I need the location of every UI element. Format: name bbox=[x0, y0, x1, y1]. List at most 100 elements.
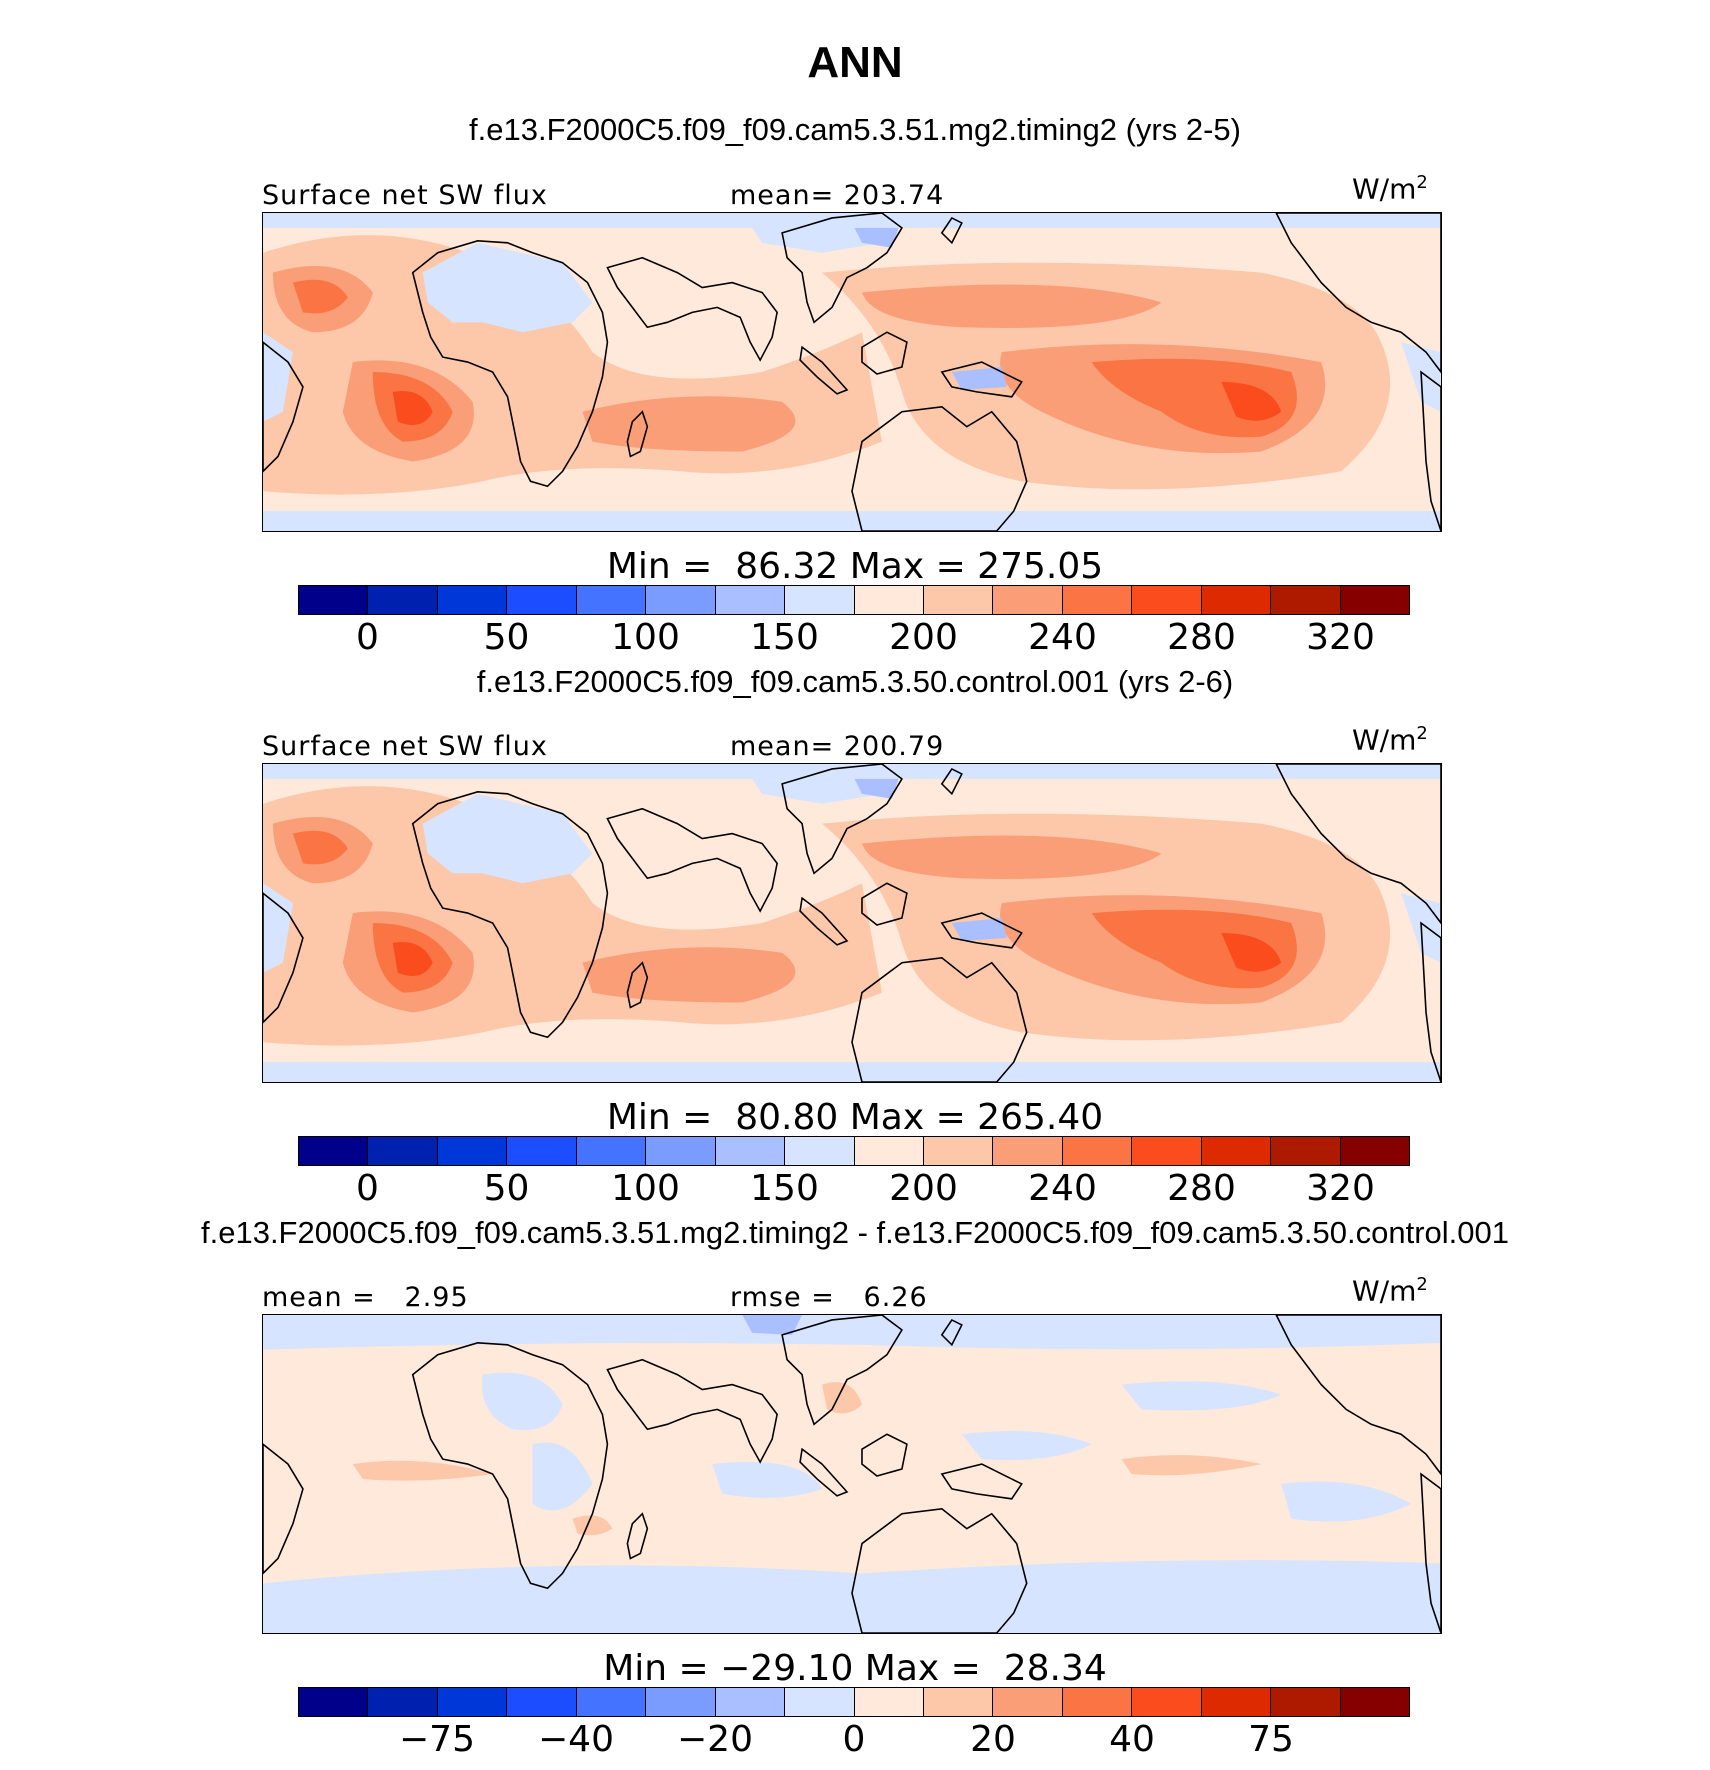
coastline bbox=[1420, 1472, 1441, 1633]
colorbar-swatch bbox=[993, 586, 1063, 614]
colorbar-tick-label: 240 bbox=[1028, 617, 1097, 658]
panel-1-variable-label: Surface net SW flux bbox=[262, 180, 548, 211]
coastline bbox=[626, 410, 649, 458]
field-contour bbox=[422, 793, 593, 884]
field-contour bbox=[1221, 932, 1282, 972]
field-contour bbox=[1281, 1481, 1412, 1522]
coastline bbox=[606, 807, 778, 913]
colorbar-swatch bbox=[437, 586, 508, 614]
coastline bbox=[940, 361, 1023, 398]
colorbar-swatch bbox=[368, 586, 438, 614]
panel-1-map bbox=[262, 212, 1442, 532]
colorbar-swatch bbox=[715, 1137, 786, 1165]
field-contour bbox=[951, 367, 1007, 390]
field-contour bbox=[263, 1062, 1441, 1082]
coastline bbox=[263, 1443, 304, 1575]
field-contour bbox=[292, 830, 348, 865]
field-contour bbox=[951, 918, 1007, 941]
colorbar-tick-label: 200 bbox=[889, 1168, 958, 1209]
colorbar-swatch bbox=[368, 1137, 438, 1165]
colorbar-swatch bbox=[715, 1688, 786, 1716]
panel-2-colorbar-ticks: 0 50 100 150 200 240 280 320 bbox=[298, 1168, 1410, 1209]
panel-1-colorbar-ticks: 0 50 100 150 200 240 280 320 bbox=[298, 617, 1410, 658]
coastline bbox=[411, 240, 609, 488]
colorbar-swatch bbox=[993, 1137, 1063, 1165]
panel-1-case-title: f.e13.F2000C5.f09_f09.cam5.3.51.mg2.timi… bbox=[469, 112, 1241, 147]
panel-1-colorbar bbox=[298, 585, 1410, 615]
field-contour bbox=[392, 391, 433, 425]
coastline bbox=[1275, 764, 1441, 925]
colorbar-swatch bbox=[507, 1688, 577, 1716]
field-contour bbox=[263, 1315, 1441, 1350]
field-contour bbox=[582, 947, 796, 1003]
field-contour bbox=[572, 1515, 613, 1536]
colorbar-swatch bbox=[1132, 1688, 1202, 1716]
colorbar-tick-label: 0 bbox=[356, 1168, 379, 1209]
colorbar-swatch bbox=[1201, 1688, 1272, 1716]
field-contour bbox=[263, 883, 293, 973]
colorbar-swatch bbox=[1271, 1688, 1341, 1716]
coastline bbox=[861, 882, 908, 926]
colorbar-swatch bbox=[854, 1137, 924, 1165]
field-contour bbox=[822, 1382, 862, 1414]
panel-2-map bbox=[262, 763, 1442, 1083]
coastline bbox=[940, 1463, 1023, 1500]
colorbar-swatch bbox=[923, 1137, 994, 1165]
field-contour bbox=[861, 284, 1162, 328]
panel-2-case-title: f.e13.F2000C5.f09_f09.cam5.3.50.control.… bbox=[476, 664, 1234, 699]
colorbar-swatch bbox=[299, 586, 369, 614]
coastline bbox=[606, 1358, 778, 1464]
field-contour bbox=[482, 1372, 563, 1430]
colorbar-tick-label: 100 bbox=[611, 617, 680, 658]
field-contour bbox=[861, 835, 1162, 879]
colorbar-tick-label: −20 bbox=[677, 1719, 753, 1760]
field-contour bbox=[961, 1430, 1092, 1461]
coastline bbox=[851, 1507, 1028, 1633]
coastline bbox=[626, 1512, 649, 1560]
colorbar-swatch bbox=[576, 586, 647, 614]
colorbar-tick-label: 0 bbox=[842, 1719, 866, 1760]
colorbar-swatch bbox=[368, 1688, 438, 1716]
colorbar-tick-label: 75 bbox=[1248, 1719, 1294, 1760]
field-contour bbox=[392, 942, 433, 976]
colorbar-swatch bbox=[785, 586, 855, 614]
coastline bbox=[940, 912, 1023, 949]
panel-3-rmse-label: rmse = 6.26 bbox=[730, 1282, 928, 1313]
panel-3-minmax: Min = −29.10 Max = 28.34 bbox=[603, 1648, 1107, 1689]
coastline bbox=[1275, 1315, 1441, 1476]
coastline bbox=[1420, 921, 1441, 1082]
colorbar-swatch bbox=[646, 1137, 716, 1165]
colorbar-swatch bbox=[1132, 1137, 1202, 1165]
colorbar-swatch bbox=[1062, 1688, 1133, 1716]
coastline bbox=[851, 405, 1028, 531]
coastline bbox=[861, 331, 908, 375]
field-contour bbox=[263, 332, 293, 422]
panel-3-mean-label: mean = 2.95 bbox=[262, 1282, 469, 1313]
colorbar-swatch bbox=[299, 1137, 369, 1165]
colorbar-tick-label: 150 bbox=[750, 617, 819, 658]
coastline bbox=[626, 961, 649, 1009]
colorbar-swatch bbox=[299, 1688, 369, 1716]
field-contour bbox=[712, 1461, 823, 1498]
colorbar-swatch bbox=[1340, 1137, 1409, 1165]
colorbar-tick-label: 320 bbox=[1306, 617, 1375, 658]
field-contour bbox=[422, 242, 593, 333]
colorbar-tick-label: 240 bbox=[1028, 1168, 1097, 1209]
coastline bbox=[940, 216, 963, 245]
colorbar-swatch bbox=[646, 1688, 716, 1716]
field-contour bbox=[532, 1442, 593, 1511]
map-canvas bbox=[263, 213, 1441, 531]
field-contour bbox=[582, 396, 796, 452]
colorbar-tick-label: 200 bbox=[889, 617, 958, 658]
colorbar-swatch bbox=[1201, 1137, 1272, 1165]
colorbar-tick-label: 100 bbox=[611, 1168, 680, 1209]
colorbar-swatch bbox=[923, 586, 994, 614]
colorbar-tick-label: 0 bbox=[356, 617, 379, 658]
panel-3-map bbox=[262, 1314, 1442, 1634]
panel-3-case-title: f.e13.F2000C5.f09_f09.cam5.3.51.mg2.timi… bbox=[201, 1215, 1509, 1250]
colorbar-tick-label: 150 bbox=[750, 1168, 819, 1209]
colorbar-tick-label: 20 bbox=[970, 1719, 1016, 1760]
colorbar-swatch bbox=[1062, 1137, 1133, 1165]
colorbar-tick-label: −75 bbox=[399, 1719, 475, 1760]
field-contour bbox=[292, 279, 348, 314]
